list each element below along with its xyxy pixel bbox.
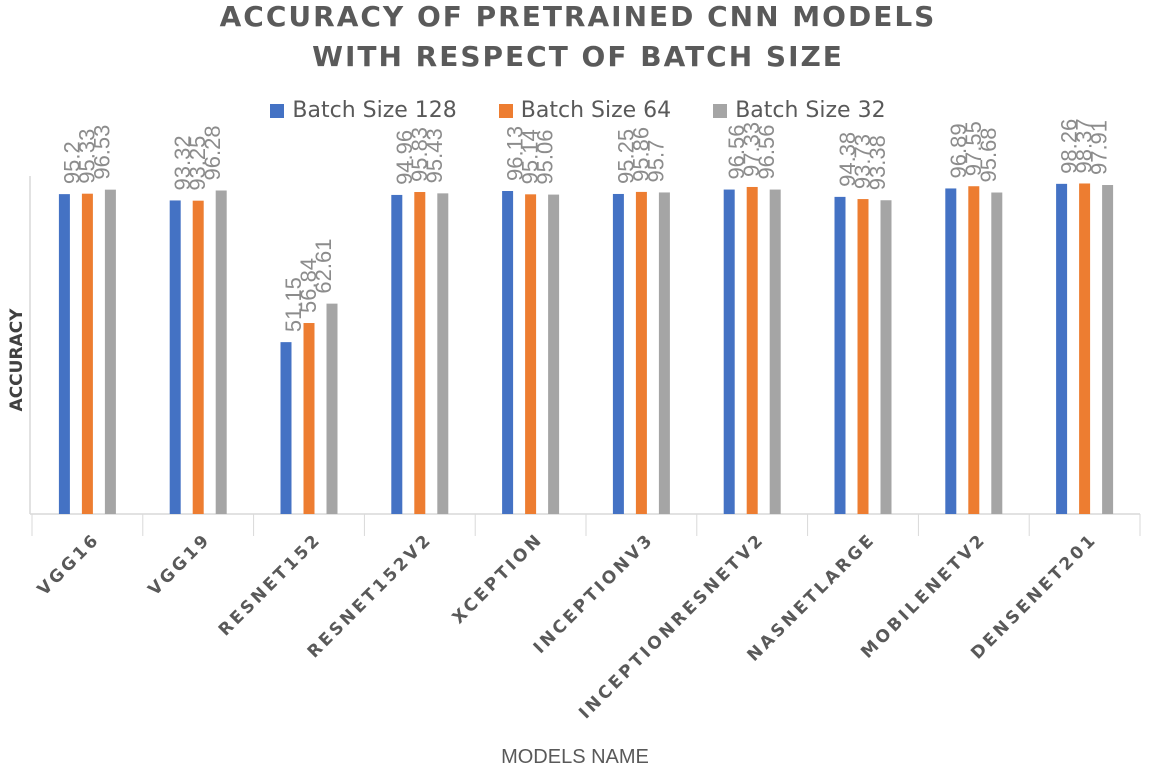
legend-swatch-batch-64	[498, 103, 513, 118]
data-label-xception-series-1: 96.13	[503, 126, 528, 181]
legend: Batch Size 128 Batch Size 64 Batch Size …	[0, 98, 1156, 123]
data-label-inceptionresnetv2-series-2: 97.33	[739, 122, 764, 177]
data-label-resnet152v2-series-3: 95.43	[422, 128, 447, 183]
legend-item-batch-128: Batch Size 128	[270, 98, 457, 123]
bar-inceptionv3-series-1	[612, 193, 624, 514]
legend-swatch-batch-128	[270, 103, 285, 118]
data-label-vgg19-series-2: 93.25	[185, 136, 210, 191]
legend-swatch-batch-32	[713, 103, 728, 118]
bar-nasnetlarge-series-2	[857, 199, 869, 514]
bar-nasnetlarge-series-1	[834, 196, 846, 515]
bar-vgg16-series-2	[81, 193, 93, 514]
data-label-inceptionv3-series-3: 95.7	[643, 140, 668, 183]
bar-mobilenetv2-series-1	[945, 188, 957, 515]
data-label-inceptionresnetv2-series-3: 96.56	[754, 124, 779, 179]
bar-inceptionv3-series-2	[635, 191, 647, 514]
bar-inceptionv3-series-3	[658, 192, 670, 514]
legend-label-batch-64: Batch Size 64	[520, 98, 672, 123]
x-tick-label-inceptionv3: INCEPTIONV3	[530, 529, 658, 657]
x-tick-label-resnet152: RESNET152	[215, 529, 326, 640]
data-label-nasnetlarge-series-2: 93.73	[850, 134, 875, 189]
data-label-vgg16-series-2: 95.33	[74, 129, 99, 184]
x-tick-label-inceptionresnetv2: INCEPTIONRESNETV2	[575, 529, 769, 723]
bar-resnet152v2-series-2	[414, 192, 426, 514]
bar-vgg19-series-2	[192, 200, 204, 514]
bar-densenet201-series-1	[1056, 183, 1068, 514]
chart-title-line-2: WITH RESPECT OF BATCH SIZE	[312, 40, 844, 73]
legend-item-batch-64: Batch Size 64	[498, 98, 672, 123]
bar-resnet152-series-1	[280, 342, 292, 514]
data-label-mobilenetv2-series-3: 95.68	[976, 127, 1001, 182]
bar-vgg16-series-3	[104, 189, 116, 515]
data-label-nasnetlarge-series-3: 93.38	[865, 135, 890, 190]
bar-vgg19-series-3	[215, 190, 227, 514]
bar-resnet152v2-series-1	[391, 194, 403, 515]
x-tick-label-vgg16: VGG16	[34, 529, 105, 600]
legend-item-batch-32: Batch Size 32	[713, 98, 886, 123]
data-label-mobilenetv2-series-1: 96.89	[946, 123, 971, 178]
bar-vgg16-series-1	[58, 194, 70, 515]
data-label-xception-series-2: 95.14	[518, 129, 543, 184]
bar-xception-series-2	[525, 194, 537, 515]
data-label-inceptionv3-series-2: 95.86	[628, 127, 653, 182]
data-label-nasnetlarge-series-1: 94.38	[835, 132, 860, 187]
bar-xception-series-1	[502, 191, 514, 514]
bar-xception-series-3	[548, 194, 560, 515]
data-label-resnet152-series-3: 62.61	[311, 239, 336, 294]
bar-inceptionresnetv2-series-1	[723, 189, 735, 514]
data-label-resnet152-series-1: 51.15	[281, 277, 306, 332]
data-label-resnet152v2-series-2: 95.83	[407, 127, 432, 182]
data-label-mobilenetv2-series-2: 97.55	[961, 121, 986, 176]
data-label-resnet152v2-series-1: 94.96	[392, 130, 417, 185]
bar-resnet152v2-series-3	[437, 193, 449, 514]
legend-label-batch-32: Batch Size 32	[735, 98, 886, 123]
data-label-resnet152-series-2: 56.84	[296, 258, 321, 313]
x-axis-title: MODELS NAME	[501, 746, 649, 768]
legend-label-batch-128: Batch Size 128	[292, 98, 457, 123]
data-label-vgg16-series-3: 96.53	[89, 125, 114, 180]
bar-resnet152-series-2	[303, 323, 315, 514]
bar-densenet201-series-3	[1102, 185, 1114, 514]
data-label-densenet201-series-3: 97.91	[1087, 120, 1112, 175]
bar-inceptionresnetv2-series-2	[746, 186, 758, 515]
x-tick-label-mobilenetv2: MOBILENETV2	[857, 529, 990, 662]
data-label-vgg19-series-3: 96.28	[200, 125, 225, 180]
data-label-densenet201-series-1: 98.26	[1057, 119, 1082, 174]
bar-mobilenetv2-series-3	[991, 192, 1003, 514]
data-label-inceptionv3-series-1: 95.25	[613, 129, 638, 184]
data-label-xception-series-3: 95.06	[533, 130, 558, 185]
data-label-inceptionresnetv2-series-1: 96.56	[724, 124, 749, 179]
bar-vgg19-series-1	[169, 200, 181, 514]
chart-title-line-1: ACCURACY OF PRETRAINED CNN MODELS	[219, 0, 937, 33]
bar-resnet152-series-3	[326, 303, 338, 514]
x-tick-label-xception: XCEPTION	[449, 529, 548, 628]
data-label-densenet201-series-2: 98.37	[1072, 118, 1097, 173]
bar-nasnetlarge-series-3	[880, 200, 892, 514]
y-axis-title: ACCURACY	[7, 308, 27, 412]
x-tick-label-resnet152v2: RESNET152V2	[304, 529, 437, 662]
bar-mobilenetv2-series-2	[968, 186, 980, 514]
x-tick-label-vgg19: VGG19	[145, 529, 216, 600]
bar-densenet201-series-2	[1079, 183, 1091, 514]
data-label-vgg19-series-1: 93.32	[170, 135, 195, 190]
data-label-vgg16-series-1: 95.2	[59, 141, 84, 184]
x-tick-label-densenet201: DENSENET201	[967, 529, 1101, 663]
bar-inceptionresnetv2-series-3	[769, 189, 781, 514]
